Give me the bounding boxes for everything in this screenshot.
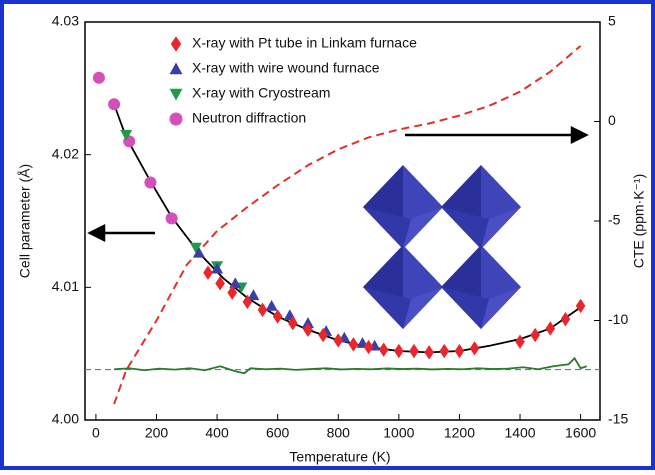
y-tick-label: 4.00 xyxy=(52,411,79,427)
point xyxy=(144,177,156,189)
x-tick-label: 1400 xyxy=(504,425,535,441)
legend-label: X-ray with Cryostream xyxy=(192,85,330,101)
chart: Temperature (K) Cell parameter (Å) CTE (… xyxy=(0,0,655,470)
y2-tick-label: -10 xyxy=(608,311,628,327)
y-tick-label: 4.02 xyxy=(52,145,79,161)
x-tick-label: 0 xyxy=(92,425,100,441)
legend-label: X-ray with Pt tube in Linkam furnace xyxy=(192,35,417,51)
y2-tick-label: -15 xyxy=(608,411,628,427)
y2-tick-label: 0 xyxy=(608,112,616,128)
point xyxy=(93,72,105,84)
x-tick-label: 1200 xyxy=(444,425,475,441)
legend-label: Neutron diffraction xyxy=(192,110,306,126)
x-axis-title: Temperature (K) xyxy=(289,449,390,465)
legend-marker xyxy=(170,113,183,126)
x-tick-label: 1600 xyxy=(565,425,596,441)
x-tick-label: 400 xyxy=(205,425,229,441)
x-tick-label: 800 xyxy=(327,425,351,441)
x-tick-label: 200 xyxy=(145,425,169,441)
y-tick-label: 4.01 xyxy=(52,278,79,294)
legend-label: X-ray with wire wound furnace xyxy=(192,60,380,76)
x-tick-label: 1000 xyxy=(383,425,414,441)
y-tick-label: 4.03 xyxy=(52,13,79,29)
y2-axis-title: CTE (ppm·K⁻¹) xyxy=(631,174,647,269)
point xyxy=(108,98,120,110)
x-tick-label: 600 xyxy=(266,425,290,441)
point xyxy=(166,212,178,224)
y-axis-title: Cell parameter (Å) xyxy=(17,164,33,278)
y2-tick-label: 5 xyxy=(608,13,616,29)
y2-tick-label: -5 xyxy=(608,212,621,228)
